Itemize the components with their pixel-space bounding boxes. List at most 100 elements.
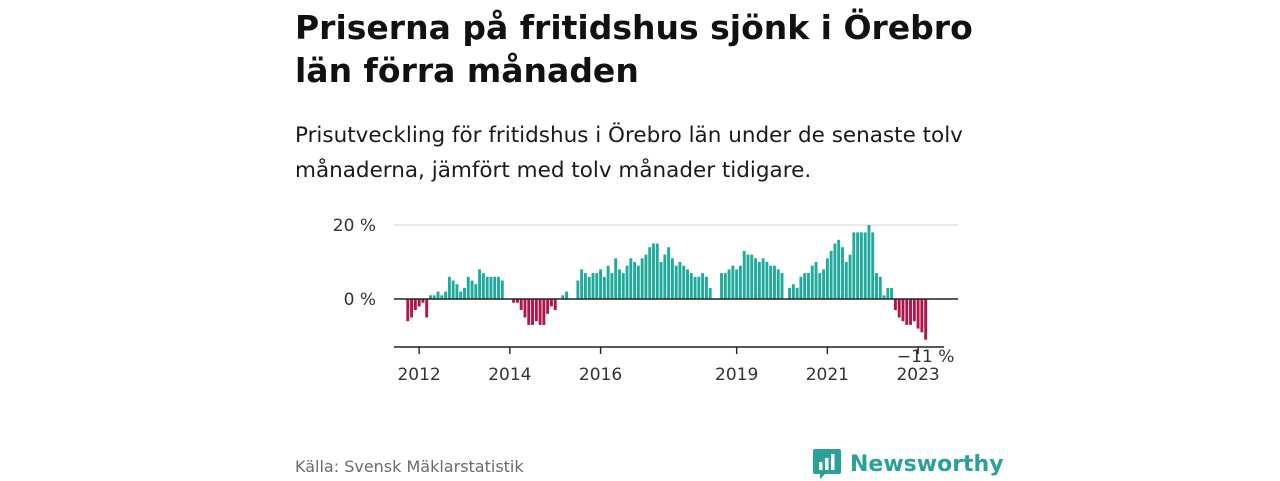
bar [769, 265, 773, 299]
bar [455, 284, 459, 299]
bar [429, 295, 432, 299]
bar [901, 299, 905, 322]
bar [916, 299, 920, 329]
bar [538, 299, 542, 325]
bar [587, 276, 591, 299]
bar [791, 284, 795, 299]
bar [776, 269, 780, 299]
y-tick-label: 0 % [344, 290, 376, 310]
bar [738, 265, 742, 299]
brand-logo: Newsworthy [812, 447, 1004, 481]
x-tick-label: 2014 [488, 365, 531, 385]
bar [470, 280, 474, 299]
bar [761, 258, 765, 299]
bar [795, 287, 799, 299]
bar [818, 273, 822, 299]
bar [799, 276, 803, 299]
brand-name: Newsworthy [850, 451, 1004, 477]
x-tick-label: 2021 [806, 365, 849, 385]
bar [757, 262, 761, 299]
bar [436, 291, 440, 299]
bar [810, 265, 814, 299]
bar [440, 295, 444, 299]
bar [803, 273, 807, 299]
bar [553, 299, 557, 311]
bar [595, 273, 599, 299]
bar [667, 247, 671, 299]
bar [682, 265, 686, 299]
bar [746, 254, 750, 299]
bar [693, 276, 697, 299]
bar [466, 276, 470, 299]
bar [447, 276, 451, 299]
bar [765, 262, 769, 299]
bar [897, 299, 901, 318]
bar [531, 299, 534, 325]
bar [614, 258, 618, 299]
source-note: Källa: Svensk Mäklarstatistik [295, 457, 524, 476]
bar [867, 225, 871, 299]
bar [459, 291, 463, 299]
x-tick-label: 2016 [579, 365, 622, 385]
bar [833, 243, 837, 299]
bar [678, 262, 682, 299]
bar [489, 276, 493, 299]
bar [463, 287, 466, 299]
bar [863, 232, 867, 299]
bar [825, 258, 829, 299]
x-tick-label: 2019 [715, 365, 758, 385]
bar [663, 254, 667, 299]
bar [410, 299, 414, 318]
bar [576, 280, 580, 299]
x-tick-label: 2012 [397, 365, 440, 385]
bar [708, 287, 712, 299]
bar [602, 276, 606, 299]
bar [610, 273, 614, 299]
x-tick-label: 2023 [896, 365, 939, 385]
bar [644, 254, 648, 299]
bar [829, 250, 833, 299]
y-tick-label: 20 % [333, 216, 376, 236]
chart-title: Priserna på fritidshus sjönk i Örebro lä… [295, 8, 973, 90]
bar [549, 299, 553, 307]
bar [655, 243, 659, 299]
bar [852, 232, 856, 299]
bar [542, 299, 546, 325]
bar [697, 276, 701, 299]
bar [841, 247, 844, 299]
bar [814, 262, 818, 299]
bar [674, 265, 678, 299]
bar [493, 276, 497, 299]
bar [886, 287, 890, 299]
bar [659, 262, 663, 299]
bar [474, 284, 478, 299]
bar [893, 299, 897, 311]
bar [561, 295, 565, 299]
bar [527, 299, 531, 325]
bar [731, 265, 735, 299]
bar [878, 276, 882, 299]
bar [629, 258, 633, 299]
bar [652, 243, 655, 299]
bar [519, 299, 523, 311]
bar [735, 269, 739, 299]
bar [648, 247, 652, 299]
bar [432, 295, 436, 299]
bar [882, 295, 886, 299]
bar [788, 287, 792, 299]
bar [425, 299, 429, 318]
bar [905, 299, 909, 325]
bar [742, 250, 746, 299]
bar [701, 273, 705, 299]
tick-labels: 20 % 0 % 2012 2014 2016 2019 2021 2023−11 % [333, 216, 955, 385]
bar [920, 299, 924, 333]
bar [723, 273, 727, 299]
bar [837, 239, 841, 299]
bar [924, 299, 928, 340]
bar [523, 299, 527, 318]
bar [720, 273, 723, 299]
bar [780, 273, 784, 299]
bar [500, 280, 504, 299]
bar [704, 276, 708, 299]
chart-subtitle: Prisutveckling för fritidshus i Örebro l… [295, 123, 963, 183]
